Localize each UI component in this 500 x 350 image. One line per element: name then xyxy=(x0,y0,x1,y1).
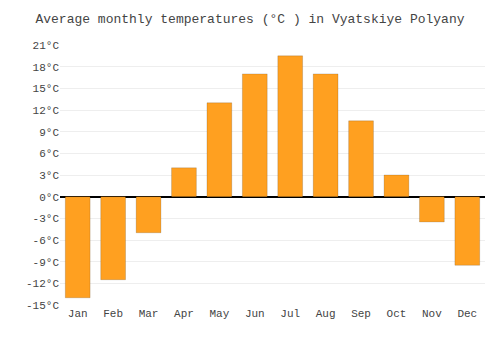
svg-text:Jun: Jun xyxy=(245,308,265,320)
svg-text:Average monthly temperatures (: Average monthly temperatures (°C ) in Vy… xyxy=(35,12,464,27)
svg-text:Sep: Sep xyxy=(351,308,371,320)
svg-text:15°C: 15°C xyxy=(33,83,60,95)
svg-text:9°C: 9°C xyxy=(39,127,59,139)
svg-text:Dec: Dec xyxy=(457,308,477,320)
svg-text:Apr: Apr xyxy=(174,308,194,320)
svg-text:6°C: 6°C xyxy=(39,148,59,160)
svg-text:-15°C: -15°C xyxy=(26,300,59,312)
svg-text:21°C: 21°C xyxy=(33,40,60,52)
svg-text:-9°C: -9°C xyxy=(33,257,60,269)
svg-text:-12°C: -12°C xyxy=(26,278,59,290)
svg-text:Feb: Feb xyxy=(103,308,123,320)
svg-text:12°C: 12°C xyxy=(33,105,60,117)
svg-text:Nov: Nov xyxy=(422,308,442,320)
svg-text:3°C: 3°C xyxy=(39,170,59,182)
svg-text:Oct: Oct xyxy=(387,308,407,320)
svg-text:Aug: Aug xyxy=(316,308,336,320)
svg-text:-6°C: -6°C xyxy=(33,235,60,247)
svg-text:Jan: Jan xyxy=(68,308,88,320)
svg-text:Jul: Jul xyxy=(280,308,300,320)
svg-text:May: May xyxy=(209,308,229,320)
svg-text:Mar: Mar xyxy=(139,308,159,320)
svg-text:0°C: 0°C xyxy=(39,192,59,204)
svg-text:18°C: 18°C xyxy=(33,62,60,74)
svg-text:-3°C: -3°C xyxy=(33,213,60,225)
